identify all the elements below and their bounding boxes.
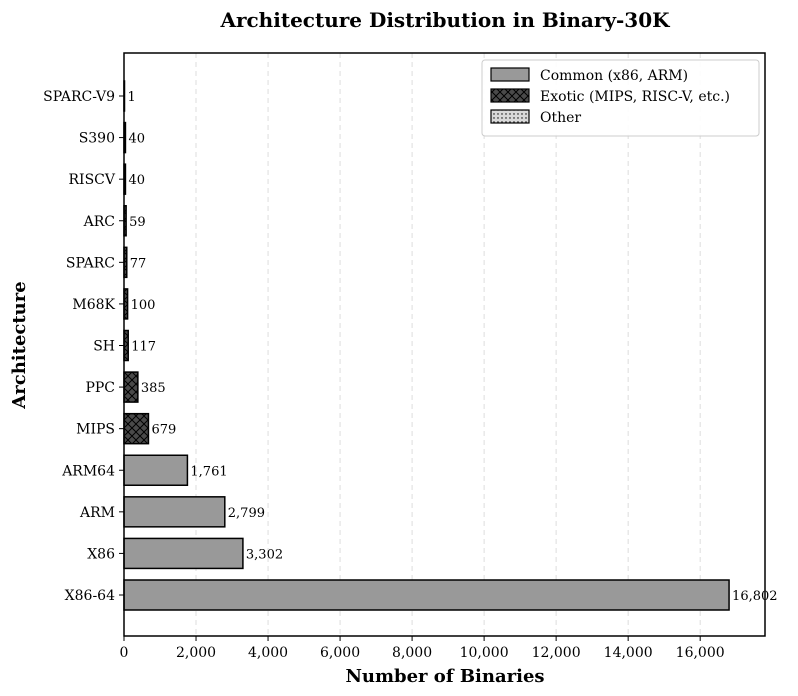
chart-title: Architecture Distribution in Binary-30K <box>219 8 670 32</box>
y-tick-label: RISCV <box>69 172 116 188</box>
y-axis-label: Architecture <box>9 281 30 409</box>
data-label: 40 <box>128 132 145 147</box>
y-tick-label: MIPS <box>76 422 115 438</box>
y-tick-label: ARC <box>83 214 115 230</box>
x-tick-label: 10,000 <box>460 645 509 661</box>
x-tick-label: 8,000 <box>392 645 432 661</box>
data-label: 100 <box>131 298 156 313</box>
y-tick-label: SPARC <box>66 255 115 271</box>
x-tick-label: 12,000 <box>532 645 581 661</box>
x-tick-label: 0 <box>120 645 129 661</box>
legend-swatch <box>490 88 530 103</box>
data-label: 3,302 <box>246 547 283 562</box>
x-tick-label: 14,000 <box>604 645 653 661</box>
data-label: 1 <box>128 90 136 105</box>
data-label: 2,799 <box>228 506 265 521</box>
plot-frame <box>123 52 766 637</box>
x-axis-label: Number of Binaries <box>345 666 544 687</box>
data-label: 679 <box>151 423 176 438</box>
legend: Common (x86, ARM) Exotic (MIPS, RISC-V, e… <box>481 59 760 137</box>
legend-label: Common (x86, ARM) <box>540 68 688 84</box>
y-tick-label: SPARC-V9 <box>43 89 115 105</box>
y-tick-label: S390 <box>79 131 115 147</box>
data-label: 16,802 <box>732 589 778 604</box>
y-tick-label: SH <box>93 339 115 355</box>
data-label: 117 <box>131 340 156 355</box>
data-label: 40 <box>128 173 145 188</box>
bar <box>123 537 244 570</box>
y-tick-label: X86 <box>87 546 115 562</box>
data-label: 385 <box>141 381 166 396</box>
bar <box>123 496 226 528</box>
bar <box>123 412 150 445</box>
legend-swatch <box>490 67 530 82</box>
y-tick-label: ARM64 <box>61 463 115 479</box>
y-tick-label: X86-64 <box>65 588 115 604</box>
legend-swatch <box>490 109 530 124</box>
x-tick-label: 4,000 <box>248 645 288 661</box>
x-tick-label: 2,000 <box>176 645 216 661</box>
y-tick-label: ARM <box>79 505 115 521</box>
data-label: 1,761 <box>190 464 227 479</box>
x-tick-label: 16,000 <box>676 645 725 661</box>
data-label: 59 <box>129 215 146 230</box>
legend-label: Other <box>540 110 581 126</box>
bar <box>123 454 189 486</box>
y-tick-label: PPC <box>85 380 115 396</box>
legend-label: Exotic (MIPS, RISC-V, etc.) <box>540 89 730 105</box>
bar <box>123 371 139 403</box>
y-tick-label: M68K <box>72 297 115 313</box>
bar <box>123 579 730 611</box>
x-tick-label: 6,000 <box>320 645 360 661</box>
data-label: 77 <box>130 256 147 271</box>
